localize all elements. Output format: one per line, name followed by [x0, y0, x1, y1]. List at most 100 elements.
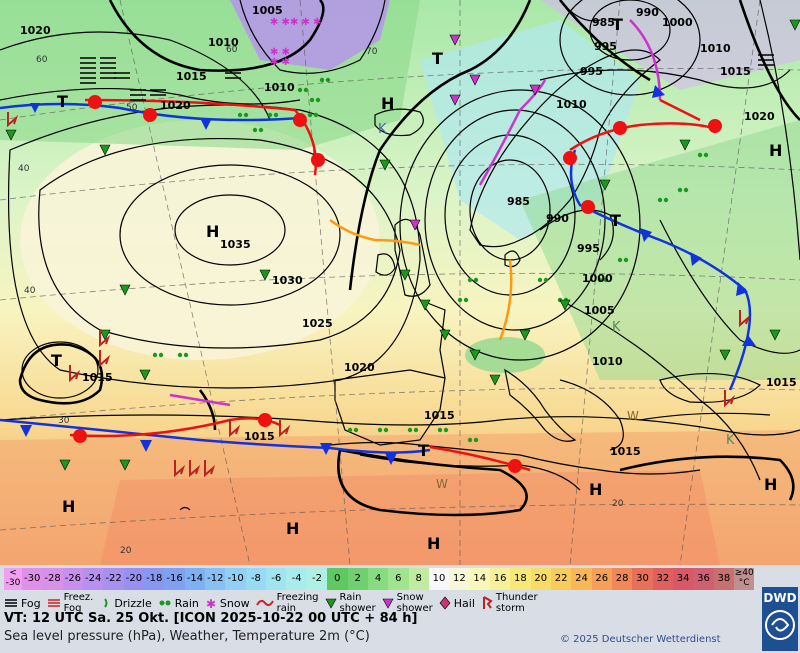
svg-text:1030: 1030 — [272, 274, 303, 287]
svg-text:K: K — [726, 433, 735, 448]
scale-swatch: -22 — [103, 568, 124, 590]
scale-swatch: 10 — [428, 568, 450, 590]
legend-snow-shower: Snow shower — [382, 592, 433, 614]
scale-swatch: 20 — [530, 568, 551, 590]
scale-swatch: -12 — [205, 568, 226, 590]
thunderstorm-icon — [482, 596, 493, 609]
svg-text:1020: 1020 — [160, 99, 191, 112]
legend-thunderstorm: Thunder storm — [481, 592, 538, 614]
scale-swatch: -26 — [62, 568, 84, 590]
scale-swatch: < -30 — [4, 568, 22, 590]
svg-text:T: T — [57, 92, 68, 111]
temperature-scale: < -30 -30 -28 -26 -24 -22 -20 -18 -16 -14 -12 -10 -8… — [4, 568, 755, 590]
scale-swatch: -16 — [164, 568, 185, 590]
svg-text:50: 50 — [126, 103, 138, 113]
svg-text:1020: 1020 — [20, 24, 51, 37]
scale-swatch: ≥40 °C — [734, 568, 755, 590]
scale-swatch: -2 — [306, 568, 328, 590]
pressure-labels: 1005 1010 1015 1020 1035 1030 1025 1020 … — [20, 4, 797, 458]
svg-text:1015: 1015 — [610, 445, 641, 458]
svg-text:985: 985 — [592, 16, 615, 29]
thunder-symbols — [7, 112, 751, 478]
front-symbols — [20, 85, 756, 473]
scale-swatch: 4 — [367, 568, 389, 590]
scale-swatch: 2 — [347, 568, 368, 590]
fronts — [0, 19, 752, 472]
scale-swatch: -28 — [42, 568, 63, 590]
svg-text:H: H — [764, 475, 777, 494]
svg-text:H: H — [769, 141, 782, 160]
scale-swatch: 24 — [571, 568, 592, 590]
svg-text:1015: 1015 — [176, 70, 207, 83]
legend-hail: Hail — [439, 592, 475, 614]
svg-text:990: 990 — [636, 6, 659, 19]
scale-swatch: 22 — [550, 568, 572, 590]
svg-text:T: T — [418, 441, 429, 460]
svg-text:1020: 1020 — [744, 110, 775, 123]
snow-shower-symbols — [409, 34, 541, 231]
scale-swatch: -14 — [184, 568, 206, 590]
scale-swatch: -18 — [144, 568, 165, 590]
legend-snow: ✱ Snow — [205, 596, 250, 610]
freezing-rain-icon — [255, 599, 274, 607]
svg-text:995: 995 — [577, 242, 600, 255]
scale-swatch: -20 — [123, 568, 145, 590]
svg-text:1025: 1025 — [302, 317, 333, 330]
rain-symbols — [152, 77, 709, 443]
weather-map: ✱ ✱ ✱ ✱ ✱ ✱ ✱ ✱ ✱ 1005 1010 1015 1020 10 — [0, 0, 800, 565]
svg-text:990: 990 — [546, 212, 569, 225]
svg-text:H: H — [206, 222, 219, 241]
snow-shower-icon — [382, 598, 394, 609]
drizzle-icon — [104, 598, 108, 608]
coastlines — [179, 0, 771, 511]
scale-swatch: 30 — [632, 568, 653, 590]
scale-swatch: -24 — [83, 568, 104, 590]
svg-text:1010: 1010 — [592, 355, 623, 368]
scale-swatch: 28 — [611, 568, 633, 590]
scale-swatch: 18 — [510, 568, 531, 590]
svg-text:1015: 1015 — [766, 376, 797, 389]
scale-swatch: 16 — [489, 568, 511, 590]
scale-swatch: -30 — [22, 568, 43, 590]
svg-text:T: T — [51, 351, 62, 370]
graticule — [0, 0, 800, 565]
svg-text:60: 60 — [226, 45, 238, 55]
fog-symbols — [80, 54, 774, 101]
svg-text:40: 40 — [24, 286, 36, 296]
legend-fog: Fog — [4, 592, 41, 614]
svg-text:60: 60 — [36, 55, 48, 65]
scale-swatch: -10 — [225, 568, 246, 590]
svg-text:T: T — [610, 211, 621, 230]
svg-text:1010: 1010 — [556, 98, 587, 111]
svg-text:H: H — [62, 497, 75, 516]
valid-time: VT: 12 UTC Sa. 25 Okt. [ICON 2025-10-22 … — [4, 611, 418, 626]
svg-text:✱ ✱: ✱ ✱ — [270, 17, 290, 28]
svg-text:1035: 1035 — [220, 238, 251, 251]
svg-text:1010: 1010 — [208, 36, 239, 49]
svg-text:T: T — [612, 15, 623, 34]
fog-icon — [5, 599, 17, 607]
svg-text:H: H — [589, 480, 602, 499]
scale-swatch: 36 — [693, 568, 714, 590]
svg-text:H: H — [427, 534, 440, 553]
copyright: © 2025 Deutscher Wetterdienst — [560, 634, 721, 645]
scale-swatch: 12 — [449, 568, 470, 590]
isobars — [0, 0, 800, 491]
legend-freezing-fog: Freez. Fog — [47, 592, 93, 614]
legend-panel: < -30 -30 -28 -26 -24 -22 -20 -18 -16 -14 -12 -10 -8… — [0, 565, 800, 653]
svg-text:✱: ✱ — [206, 597, 216, 609]
svg-text:70: 70 — [366, 47, 378, 57]
svg-text:1005: 1005 — [252, 4, 283, 17]
svg-text:H: H — [286, 519, 299, 538]
svg-text:985: 985 — [507, 195, 530, 208]
snow-symbols: ✱ ✱ ✱ ✱ ✱ ✱ ✱ ✱ ✱ — [270, 17, 322, 68]
svg-text:1015: 1015 — [244, 430, 275, 443]
rain-shower-icon — [325, 598, 337, 609]
svg-text:1015: 1015 — [82, 371, 113, 384]
scale-swatch: 6 — [388, 568, 409, 590]
svg-text:T: T — [432, 49, 443, 68]
scale-swatch: 0 — [327, 568, 348, 590]
svg-text:1015: 1015 — [720, 65, 751, 78]
dwd-logo: DWD — [762, 587, 798, 651]
svg-text:995: 995 — [580, 65, 603, 78]
